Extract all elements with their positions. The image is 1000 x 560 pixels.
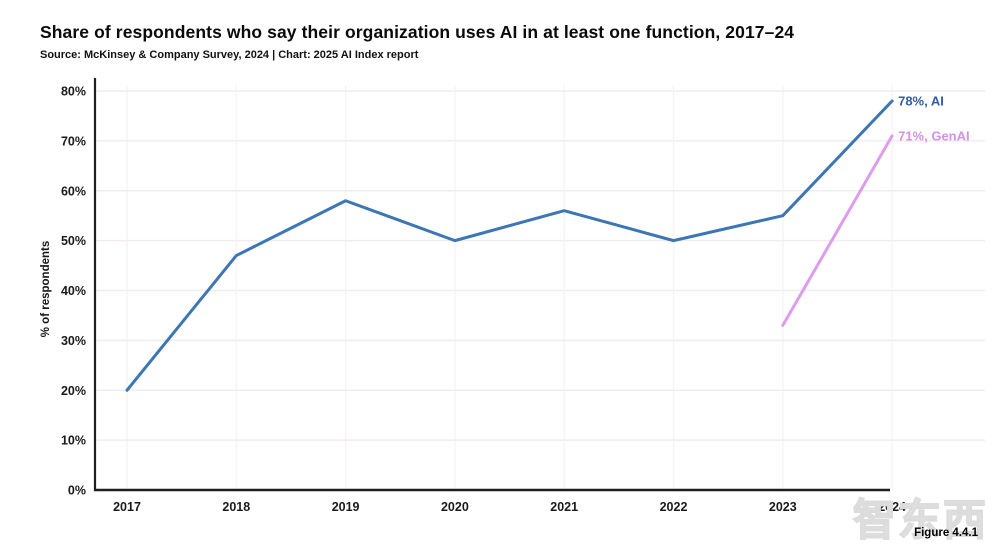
y-tick-label: 70%	[61, 134, 86, 148]
y-tick-label: 0%	[68, 484, 86, 498]
x-tick-label: 2020	[441, 500, 469, 514]
y-tick-label: 50%	[61, 234, 86, 248]
x-tick-label: 2019	[332, 500, 360, 514]
y-tick-label: 10%	[61, 434, 86, 448]
y-tick-label: 80%	[61, 85, 86, 99]
y-tick-label: 30%	[61, 334, 86, 348]
x-tick-label: 2022	[660, 500, 688, 514]
y-tick-label: 40%	[61, 284, 86, 298]
x-tick-label: 2023	[769, 500, 797, 514]
chart-source-line: Source: McKinsey & Company Survey, 2024 …	[40, 49, 419, 61]
series-end-label-genai: 71%, GenAI	[898, 128, 970, 143]
watermark-logo: 智东西	[852, 496, 988, 546]
x-tick-label: 2024	[878, 500, 906, 514]
x-tick-label: 2018	[222, 500, 250, 514]
series-end-label-ai: 78%, AI	[898, 93, 944, 108]
y-tick-label: 60%	[61, 184, 86, 198]
figure-caption: Figure 4.4.1	[914, 527, 978, 539]
x-tick-label: 2021	[550, 500, 578, 514]
series-line-genai	[781, 134, 894, 327]
x-tick-label: 2017	[113, 500, 141, 514]
y-tick-label: 20%	[61, 384, 86, 398]
chart-title: Share of respondents who say their organ…	[40, 22, 795, 42]
series-line-ai	[125, 99, 894, 392]
